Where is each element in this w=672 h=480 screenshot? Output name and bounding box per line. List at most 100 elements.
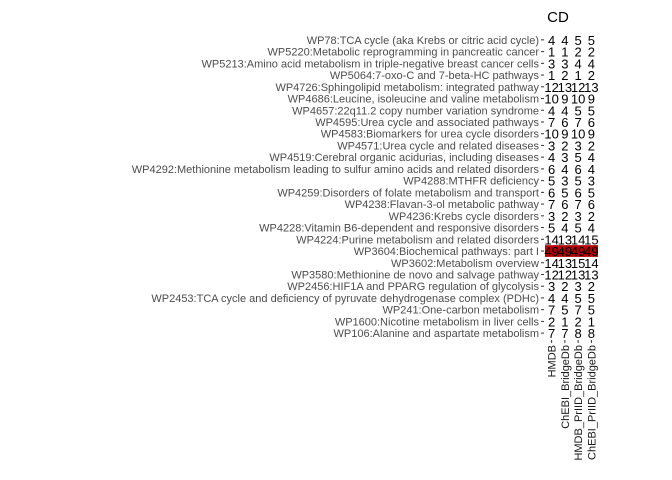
cell-value: 5	[575, 174, 582, 189]
row-label: WP4259:Disorders of folate metabolism an…	[277, 187, 539, 199]
row-label: WP5064:7-oxo-C and 7-beta-HC pathways	[330, 70, 540, 82]
cell-value: 4	[548, 150, 555, 165]
row-labels: WP78:TCA cycle (aka Krebs or citric acid…	[132, 35, 540, 340]
cell-value: 13	[584, 80, 598, 95]
row-label: WP4595:Urea cycle and associated pathway…	[315, 117, 539, 129]
cell-value: 4	[561, 33, 568, 48]
cell-value: 2	[561, 68, 568, 83]
cell-value: 14	[584, 256, 598, 271]
cell-value: 7	[548, 197, 555, 212]
row-label: WP4228:Vitamin B6-dependent and responsi…	[259, 223, 539, 235]
row-label: WP4288:MTHFR deficiency	[403, 176, 539, 188]
cell-value: 49	[544, 244, 558, 259]
cell-value: 2	[561, 138, 568, 153]
row-label: WP4238:Flavan-3-ol metabolic pathway	[345, 199, 540, 211]
cell-value: 6	[548, 185, 555, 200]
cell-value: 1	[561, 314, 568, 329]
row-label: WP241:One-carbon metabolism	[382, 305, 539, 317]
cell-value: 13	[584, 267, 598, 282]
cell-value: 9	[561, 127, 568, 142]
row-label: WP3604:Biochemical pathways: part I	[354, 246, 539, 258]
cell-value: 3	[548, 209, 555, 224]
cell-value: 49	[571, 244, 585, 259]
cell-value: 2	[575, 314, 582, 329]
row-label: WP5213:Amino acid metabolism in triple-n…	[202, 58, 540, 70]
cell-value: 1	[548, 45, 555, 60]
cell-value: 4	[588, 56, 595, 71]
cell-value: 4	[561, 103, 568, 118]
cell-value: 10	[571, 92, 585, 107]
cell-value: 3	[575, 138, 582, 153]
cell-value: 13	[558, 256, 572, 271]
cell-value: 2	[588, 138, 595, 153]
cell-value: 5	[588, 303, 595, 318]
cell-value: 5	[588, 103, 595, 118]
column-label: HMDB_PrIID_BridgeDb	[573, 345, 585, 461]
cell-value: 5	[548, 221, 555, 236]
cell-value: 2	[548, 314, 555, 329]
cell-value: 4	[561, 221, 568, 236]
cell-value: 3	[575, 209, 582, 224]
cell-value: 14	[544, 232, 558, 247]
cell-value: 5	[588, 291, 595, 306]
cell-value: 4	[561, 162, 568, 177]
cell-value: 3	[561, 56, 568, 71]
row-label: WP2456:HIF1A and PPARG regulation of gly…	[287, 281, 539, 293]
cell-value: 15	[571, 256, 585, 271]
cell-value: 4	[548, 291, 555, 306]
cell-value: 6	[575, 185, 582, 200]
cell-value: 5	[575, 33, 582, 48]
cell-value: 9	[588, 92, 595, 107]
cell-value: 2	[588, 68, 595, 83]
axis-ticks	[541, 39, 592, 343]
cell-value: 7	[561, 326, 568, 341]
cell-value: 6	[561, 197, 568, 212]
cell-value: 1	[561, 45, 568, 60]
column-labels: HMDB ChEBI_BridgeDb HMDB_PrIID_BridgeDb ChE…	[547, 345, 599, 461]
cell-value: 6	[588, 197, 595, 212]
column-label: HMDB	[547, 345, 559, 377]
cell-value: 10	[571, 127, 585, 142]
cell-value: 13	[558, 80, 572, 95]
cell-value: 3	[548, 138, 555, 153]
row-label: WP4292:Methionine metabolism leading to …	[132, 164, 540, 176]
cell-value: 3	[548, 279, 555, 294]
cell-value: 8	[588, 326, 595, 341]
cell-value: 4	[588, 162, 595, 177]
cell-value: 5	[588, 33, 595, 48]
cell-value: 4	[588, 150, 595, 165]
cell-value: 12	[544, 267, 558, 282]
cell-value: 49	[584, 244, 598, 259]
cell-value: 7	[575, 197, 582, 212]
row-label: WP4583:Biomarkers for urea cycle disorde…	[321, 129, 540, 141]
cell-value: 6	[588, 115, 595, 130]
cell-value: 1	[575, 68, 582, 83]
cell-value: 9	[588, 127, 595, 142]
cell-value: 49	[558, 244, 572, 259]
cell-value: 4	[548, 33, 555, 48]
row-label: WP4726:Sphingolipid metabolism: integrat…	[275, 82, 539, 94]
row-label: WP4686:Leucine, isoleucine and valine me…	[288, 94, 539, 106]
cell-value: 1	[548, 68, 555, 83]
cell-value: 12	[544, 80, 558, 95]
cell-value: 5	[561, 185, 568, 200]
row-label: WP4519:Cerebral organic acidurias, inclu…	[269, 152, 539, 164]
cell-value: 2	[575, 45, 582, 60]
cell-value: 7	[548, 115, 555, 130]
cell-value: 5	[575, 103, 582, 118]
cell-value: 2	[561, 209, 568, 224]
cell-value: 4	[548, 103, 555, 118]
column-label: ChEBI_BridgeDb	[560, 345, 572, 429]
cell-value: 2	[561, 279, 568, 294]
row-label: WP5220:Metabolic reprogramming in pancre…	[268, 47, 540, 59]
cell-value: 15	[584, 232, 598, 247]
cell-value: 4	[588, 221, 595, 236]
cell-value: 10	[544, 127, 558, 142]
cell-value: 13	[558, 232, 572, 247]
row-label: WP4657:22q11.2 copy number variation syn…	[292, 105, 539, 117]
cell-value: 7	[548, 326, 555, 341]
row-label: WP4236:Krebs cycle disorders	[389, 211, 540, 223]
cell-value: 7	[548, 303, 555, 318]
cell-value: 5	[575, 150, 582, 165]
cell-value: 12	[571, 80, 585, 95]
